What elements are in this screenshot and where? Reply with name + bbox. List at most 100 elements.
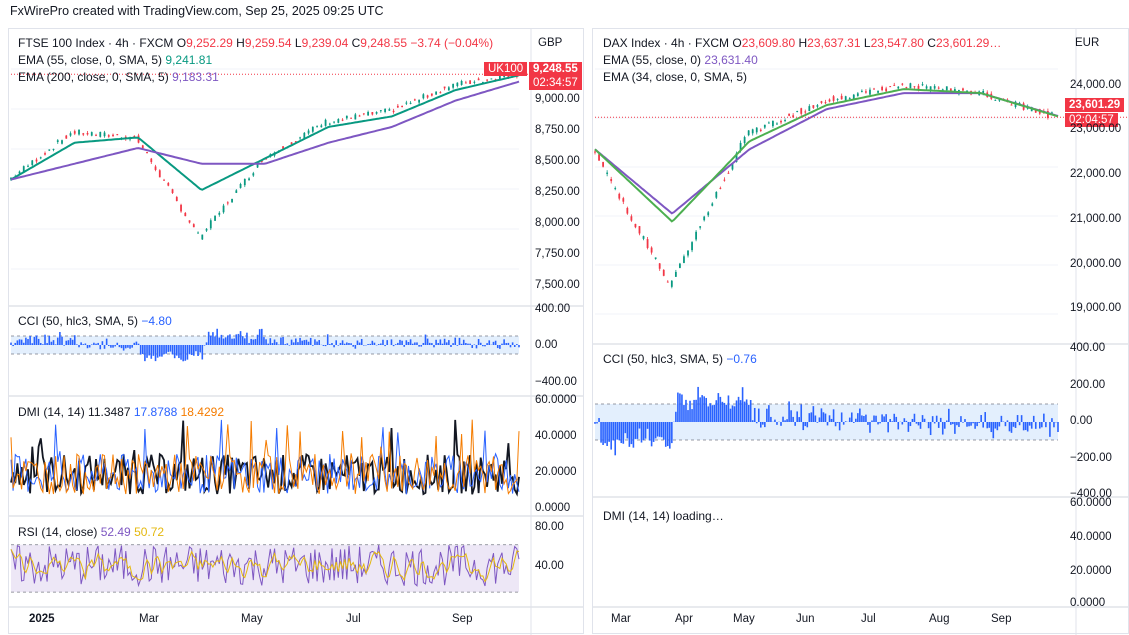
candle-body (828, 99, 831, 102)
candle-body (634, 223, 637, 228)
dax-high: 23,637.31 (807, 36, 861, 50)
candle-body (630, 216, 633, 221)
candle-body (388, 109, 391, 111)
ftse-cci-tick: 0.00 (535, 339, 558, 351)
candle-body (784, 120, 786, 122)
candle-body (941, 89, 944, 91)
candle-body (460, 80, 463, 85)
ftse-cci-tick: 400.00 (535, 303, 571, 315)
dax-cci-tick: 400.00 (1070, 342, 1106, 354)
candle-body (418, 99, 421, 103)
candle-body (727, 172, 730, 174)
candle-body (897, 86, 900, 89)
dax-legend: DAX Index · 4h · FXCM O23,609.80 H23,637… (603, 36, 1002, 50)
dax-dmi-tick: 0.0000 (1070, 597, 1106, 609)
ftse-price-tick: 8,250.00 (535, 186, 580, 198)
dax-cci-tick: −400.00 (1070, 488, 1112, 500)
ftse-price-tick: 8,500.00 (535, 155, 580, 167)
candle-body (503, 76, 506, 78)
candle-body (69, 133, 72, 136)
dax-time-tick: Aug (929, 613, 950, 625)
ftse-symbol: FTSE 100 Index · 4h · FXCM (18, 36, 174, 50)
candle-body (695, 231, 697, 240)
candle-body (163, 179, 165, 181)
candle-body (409, 102, 412, 104)
dax-dmi-tick: 60.0000 (1070, 497, 1112, 509)
candle-body (95, 134, 97, 136)
candle-body (860, 90, 863, 92)
candle-body (52, 148, 55, 150)
ftse-chart-panel[interactable]: FTSE 100 Index · 4h · FXCM O9,252.29 H9,… (8, 28, 584, 635)
candle-body (598, 154, 600, 161)
chart-header: FxWirePro created with TradingView.com, … (10, 4, 384, 18)
candle-body (602, 162, 604, 167)
dmi-minus-line (10, 419, 520, 495)
ftse-price-tag: 9,248.55 (529, 62, 582, 76)
candle-body (39, 157, 42, 159)
candle-body (905, 87, 908, 89)
candle-body (723, 179, 726, 181)
ftse-cci-legend: CCI (50, hlc3, SMA, 5) −4.80 (18, 314, 172, 328)
candle-body (78, 129, 80, 135)
candle-body (1010, 104, 1013, 106)
candle-body (610, 179, 613, 182)
ftse-timer-tag: 02:34:57 (529, 76, 582, 90)
candle-body (614, 188, 617, 190)
ftse-currency: GBP (538, 37, 563, 49)
dax-price-tag: 23,601.29 (1065, 98, 1125, 112)
candle-body (303, 132, 306, 139)
dax-low: 23,547.80 (870, 36, 924, 50)
candle-body (99, 131, 102, 137)
candle-body (175, 197, 178, 202)
dax-close: 23,601.29… (935, 36, 1002, 50)
ftse-time-tick: Jul (346, 613, 361, 625)
candle-body (654, 257, 657, 259)
candle-body (456, 82, 459, 87)
candle-body (622, 198, 625, 202)
candle-body (869, 89, 871, 95)
candle-body (840, 95, 843, 100)
candle-body (703, 216, 706, 221)
ftse-open: 9,252.29 (186, 36, 233, 50)
candle-body (816, 105, 819, 107)
candle-body (893, 84, 896, 86)
candle-body (299, 137, 301, 139)
ftse-dmi-tick: 0.0000 (535, 502, 571, 514)
candle-body (909, 83, 912, 89)
candle-body (150, 158, 153, 163)
candle-body (48, 149, 51, 151)
candle-body (772, 120, 774, 127)
ema-line (594, 88, 1059, 223)
dax-dmi-tick: 40.0000 (1070, 531, 1112, 543)
candle-body (711, 203, 714, 206)
candle-body (994, 99, 997, 101)
candle-body (248, 178, 250, 181)
candle-body (889, 86, 892, 88)
candle-body (804, 111, 807, 113)
ftse-chart-svg[interactable] (9, 29, 583, 635)
dax-time-tick: Jun (796, 613, 815, 625)
candle-body (650, 247, 653, 253)
dax-price-tick: 19,000.00 (1070, 302, 1122, 314)
candle-body (316, 126, 318, 128)
dax-chart-panel[interactable]: DAX Index · 4h · FXCM O23,609.80 H23,637… (592, 28, 1129, 635)
candle-body (116, 134, 119, 136)
candle-body (367, 111, 369, 116)
candle-body (719, 187, 722, 189)
candle-body (683, 256, 685, 263)
candle-body (743, 137, 746, 144)
ftse-time-tick: May (241, 613, 263, 625)
candle-body (865, 91, 867, 93)
ftse-dmi-tick: 60.0000 (535, 394, 577, 406)
candle-body (691, 242, 693, 251)
ftse-close: 9,248.55 (360, 36, 408, 50)
candle-body (788, 113, 790, 116)
ftse-change: −3.74 (−0.04%) (410, 36, 494, 50)
ftse-rsi-tick: 80.00 (535, 521, 564, 533)
candle-body (222, 205, 225, 213)
dax-price-tick: 20,000.00 (1070, 258, 1122, 270)
dax-price-tick: 21,000.00 (1070, 213, 1122, 225)
ema-line (10, 74, 520, 191)
dax-chart-svg[interactable] (593, 29, 1128, 635)
dax-cci-tick: −200.00 (1070, 452, 1112, 464)
